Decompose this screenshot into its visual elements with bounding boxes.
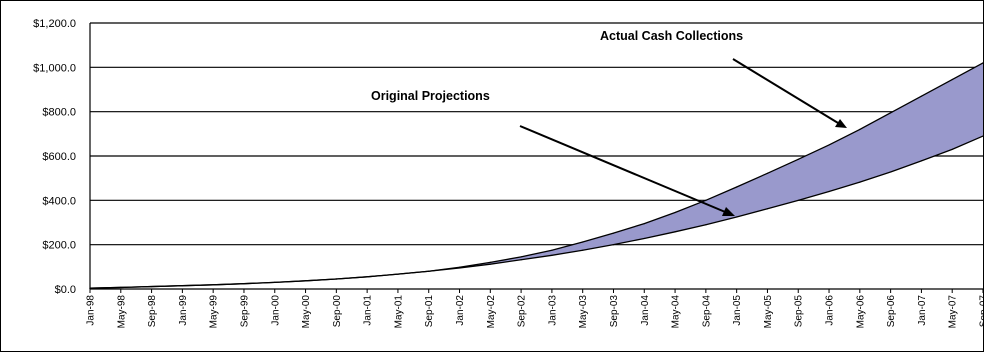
data-point-actual: [736, 186, 738, 188]
data-point-projection: [951, 148, 953, 150]
y-tick-label: $200.0: [42, 240, 76, 252]
data-point-projection: [920, 160, 923, 162]
data-point-projection: [150, 285, 153, 288]
data-point-projection: [489, 263, 491, 265]
data-point-projection: [736, 216, 738, 218]
data-point-projection: [828, 190, 830, 193]
x-tick-label: May-02: [486, 295, 497, 329]
x-tick-label: May-03: [578, 295, 589, 329]
y-tick-label: $1,000.0: [33, 62, 76, 74]
data-point-actual: [520, 256, 522, 258]
x-tick-label: Sep-06: [886, 295, 897, 328]
annotation-original-projections: Original Projections: [371, 89, 490, 103]
data-point-projection: [797, 199, 799, 201]
data-point-projection: [705, 224, 707, 226]
x-tick-label: Sep-04: [701, 295, 712, 328]
data-point-actual: [797, 158, 799, 160]
data-point-actual: [859, 128, 861, 130]
x-tick-label: Sep-02: [517, 295, 528, 328]
x-tick-label: May-04: [671, 295, 682, 329]
data-point-projection: [89, 287, 91, 289]
x-tick-label: Jan-00: [270, 295, 281, 326]
x-tick-label: May-06: [855, 295, 866, 329]
data-point-projection: [458, 267, 461, 269]
data-point-projection: [982, 135, 984, 137]
x-tick-label: Jan-01: [363, 295, 374, 326]
y-tick-label: $1,200.0: [33, 18, 76, 30]
y-tick-label: $800.0: [42, 107, 76, 119]
series-line-original-projections: [89, 135, 984, 289]
y-axis-ticks: $0.0 $200.0 $400.0 $600.0 $800.0 $1,000.0 $1,2…: [33, 18, 76, 296]
x-tick-label: May-00: [301, 295, 312, 329]
data-point-projection: [335, 278, 337, 280]
data-point-actual: [951, 78, 953, 81]
data-point-projection: [366, 276, 368, 278]
x-tick-label: Jan-99: [178, 295, 189, 326]
data-point-actual: [766, 172, 769, 174]
data-point-projection: [890, 171, 892, 173]
x-tick-label: May-05: [763, 295, 774, 329]
arrow-actual-cash-collections: [732, 58, 844, 127]
x-tick-label: Jan-98: [86, 295, 97, 326]
x-tick-label: Sep-03: [609, 295, 620, 328]
data-point-projection: [674, 231, 676, 233]
x-tick-label: May-01: [393, 295, 404, 329]
x-tick-label: Jan-06: [825, 295, 836, 326]
arrow-original-projections: [519, 125, 731, 215]
data-point-projection: [304, 280, 307, 282]
data-point-projection: [582, 249, 584, 251]
arrowhead-original-projections: [722, 207, 735, 216]
x-tick-label: Jan-02: [455, 295, 466, 326]
data-point-actual: [582, 241, 584, 243]
data-point-projection: [551, 254, 553, 256]
plot-area: [89, 62, 984, 289]
x-tick-label: Sep-05: [794, 295, 805, 328]
data-point-projection: [212, 284, 214, 286]
data-point-actual: [551, 249, 553, 251]
data-point-projection: [181, 285, 183, 287]
data-point-projection: [274, 281, 276, 283]
data-point-actual: [890, 112, 892, 114]
data-point-projection: [243, 283, 245, 285]
data-point-actual: [705, 199, 707, 201]
data-point-actual: [828, 144, 830, 146]
x-tick-label: Jan-04: [640, 295, 651, 326]
data-point-actual: [489, 261, 491, 263]
data-point-projection: [859, 181, 861, 183]
x-tick-label: May-99: [209, 295, 220, 329]
data-point-projection: [520, 259, 522, 261]
x-tick-label: Sep-00: [332, 295, 343, 328]
x-tick-label: Jan-03: [547, 295, 558, 326]
x-tick-label: Sep-07: [979, 295, 984, 328]
data-point-actual: [920, 95, 923, 97]
data-point-actual: [643, 223, 645, 225]
data-point-projection: [120, 286, 122, 289]
x-tick-label: Jan-07: [917, 295, 928, 326]
data-point-actual: [612, 232, 615, 234]
data-point-projection: [766, 208, 769, 210]
arrowhead-actual-cash-collections: [835, 119, 847, 128]
gridlines: [89, 22, 984, 290]
x-tick-label: May-07: [948, 295, 959, 329]
y-tick-label: $400.0: [42, 195, 76, 207]
x-tick-label: Sep-99: [239, 295, 250, 328]
x-tick-label: Jan-05: [732, 295, 743, 326]
x-tick-label: Sep-01: [424, 295, 435, 328]
data-point-actual: [674, 211, 676, 214]
annotations: Actual Cash Collections Original Project…: [371, 29, 847, 216]
data-point-projection: [397, 273, 399, 275]
x-tick-label: Sep-98: [147, 295, 158, 328]
area-gap-fill: [90, 62, 983, 289]
data-point-projection: [612, 244, 615, 246]
annotation-actual-cash-collections: Actual Cash Collections: [600, 29, 743, 43]
data-point-projection: [428, 270, 430, 272]
data-point-actual: [982, 62, 984, 64]
x-tick-label: May-98: [116, 295, 127, 329]
y-tick-label: $0.0: [55, 284, 76, 296]
data-point-projection: [643, 237, 645, 240]
y-tick-label: $600.0: [42, 151, 76, 163]
x-axis-ticks: Jan-98 May-98 Sep-98 Jan-99 May-99 Sep-99 Jan-…: [86, 289, 984, 328]
